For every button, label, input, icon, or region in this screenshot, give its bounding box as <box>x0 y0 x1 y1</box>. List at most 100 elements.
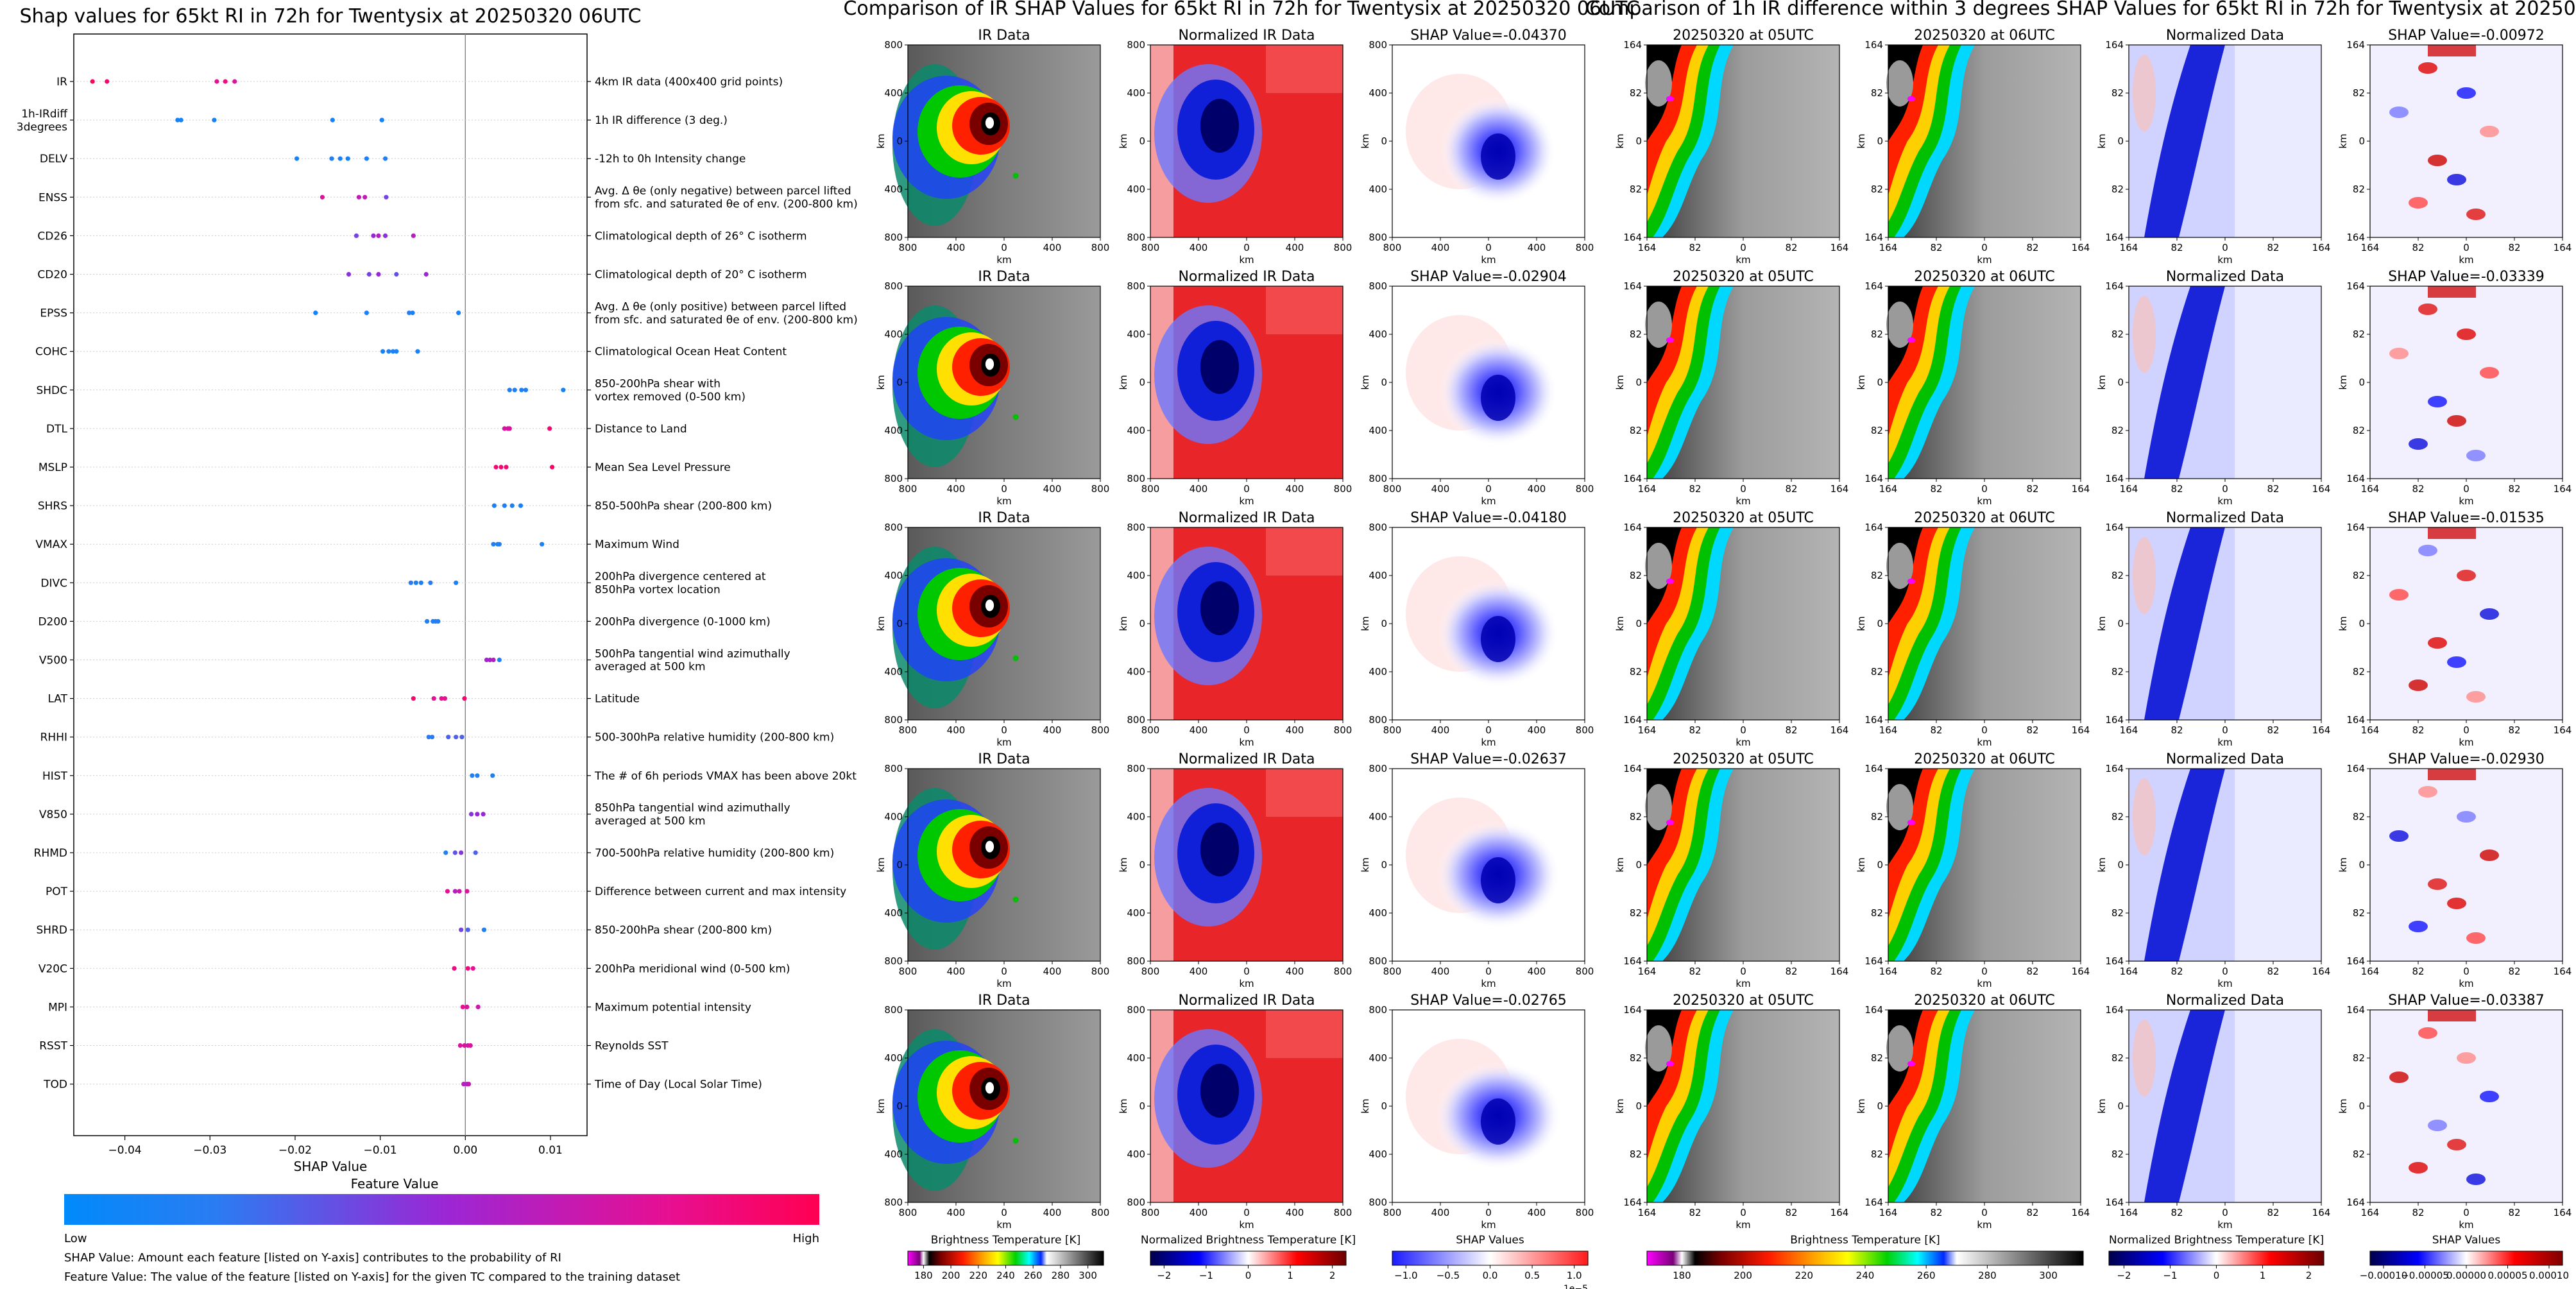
colorbar-tick-label: −0.00010 <box>2360 1270 2408 1281</box>
y-tick-label: 0 <box>1139 377 1145 388</box>
y-tick-label: 0 <box>2358 859 2365 871</box>
shap-value-title: SHAP Value=-0.03339 <box>2388 269 2545 285</box>
y-tick-label: 800 <box>1369 1197 1387 1208</box>
y-tick-label: 400 <box>884 666 903 678</box>
diff-gray-patch <box>1886 784 1913 830</box>
shapdiff-spot <box>2457 329 2476 340</box>
shapdiff-spot <box>2409 921 2428 932</box>
normalized-title: Normalized Data <box>2166 751 2284 767</box>
y-tick-label: 800 <box>884 232 903 243</box>
colorbar-tick-label: −2 <box>1157 1270 1171 1281</box>
x-tick-label: 164 <box>2072 242 2090 253</box>
shapdiff-spot <box>2389 1071 2409 1083</box>
x-tick-label: 400 <box>1043 242 1062 253</box>
x-tick-label: 0 <box>2222 483 2228 495</box>
x-tick-label: 164 <box>1638 483 1657 495</box>
x-tick-label: 800 <box>1576 724 1594 736</box>
hour05-title: 20250320 at 05UTC <box>1673 993 1814 1009</box>
colorbar-tick-label: −2 <box>2117 1270 2131 1281</box>
y-tick-label: 164 <box>2105 1004 2124 1016</box>
x-axis-label: km <box>1239 495 1254 507</box>
x-tick-label: 400 <box>1286 483 1304 495</box>
y-tick-label: 82 <box>1871 425 1883 436</box>
x-tick-label: 82 <box>2171 1207 2183 1218</box>
diff-magenta-dot <box>1907 337 1915 343</box>
y-tick-label: 800 <box>884 1004 903 1016</box>
shap-point <box>394 271 399 277</box>
x-tick-label: 800 <box>1576 1207 1594 1218</box>
shapdiff-spot <box>2447 174 2466 185</box>
x-tick-label: 0 <box>2463 483 2469 495</box>
shap-point <box>382 156 388 161</box>
shap-point <box>386 349 391 354</box>
y-tick-label: 164 <box>2346 39 2365 51</box>
y-tick-label: 400 <box>1369 329 1387 340</box>
shap-value-title: SHAP Value=-0.02765 <box>1410 993 1567 1009</box>
x-tick-label: 82 <box>1785 966 1797 977</box>
x-tick-label: 82 <box>1785 242 1797 253</box>
y-tick-label: 82 <box>2353 425 2365 436</box>
y-axis-label: km <box>2096 133 2108 148</box>
y-tick-label: 82 <box>2353 907 2365 919</box>
x-axis-label: km <box>1481 495 1496 507</box>
y-tick-label: 164 <box>2105 473 2124 484</box>
shapdiff-bg <box>2370 527 2563 720</box>
y-tick-label: 400 <box>1127 811 1145 823</box>
shap-point <box>457 889 462 894</box>
y-tick-label: 0 <box>1635 135 1642 147</box>
colorbar-tick-label: 0.0 <box>1483 1270 1498 1281</box>
x-tick-label: 82 <box>1785 724 1797 736</box>
x-tick-label: 800 <box>1141 1207 1160 1218</box>
shap-axes-frame <box>73 33 588 1136</box>
x-tick-label: 164 <box>2554 483 2572 495</box>
x-tick-label: 800 <box>899 483 917 495</box>
y-axis-label: km <box>1614 857 1626 872</box>
shapdiff-spot <box>2428 878 2447 890</box>
y-tick-label: 400 <box>884 184 903 195</box>
x-tick-label: 164 <box>2361 242 2380 253</box>
x-axis-label: km <box>1977 737 1992 748</box>
shap-point <box>507 388 512 393</box>
x-tick-label: 82 <box>2412 966 2424 977</box>
feature-label: ENSS <box>38 191 67 204</box>
x-axis-label: km <box>1736 495 1750 507</box>
x-tick-label: 82 <box>1689 242 1701 253</box>
x-tick-label: 800 <box>1576 483 1594 495</box>
hour05-title: 20250320 at 05UTC <box>1673 751 1814 767</box>
x-tick-label: 800 <box>1141 483 1160 495</box>
colorbar-tick-label: 260 <box>1917 1270 1936 1281</box>
y-tick-label: 400 <box>1369 1148 1387 1160</box>
y-tick-label: 164 <box>1864 955 1883 967</box>
y-tick-label: 82 <box>2111 425 2124 436</box>
x-tick-label: 800 <box>1141 724 1160 736</box>
y-tick-label: 800 <box>1127 1004 1145 1016</box>
shapdiff-spot <box>2457 811 2476 823</box>
x-tick-label: 400 <box>1528 242 1546 253</box>
shap-point <box>443 850 448 855</box>
y-axis-label: km <box>1855 1098 1867 1113</box>
shap-point <box>465 1004 470 1009</box>
colorbar-tick-label: 1 <box>2260 1270 2266 1281</box>
x-axis-label: km <box>996 1219 1011 1231</box>
shap-point <box>354 233 359 238</box>
y-tick-label: 800 <box>884 473 903 484</box>
y-tick-label: 82 <box>1630 1052 1642 1064</box>
y-tick-label: 400 <box>884 425 903 436</box>
ir-data-title: IR Data <box>978 751 1030 767</box>
x-tick-label: 800 <box>1383 483 1402 495</box>
y-tick-label: 164 <box>1864 39 1883 51</box>
x-tick-label: 800 <box>1091 966 1110 977</box>
y-tick-label: 164 <box>2346 1197 2365 1208</box>
x-axis-label: km <box>1977 1219 1992 1231</box>
y-tick-label: 164 <box>1864 763 1883 774</box>
x-tick-label: 164 <box>2072 724 2090 736</box>
y-axis-label: km <box>1118 375 1129 389</box>
x-tick-label: 82 <box>2026 483 2038 495</box>
normdiff-pink <box>2133 296 2156 373</box>
ir-data-title: IR Data <box>978 269 1030 285</box>
x-tick-label: 82 <box>1930 966 1942 977</box>
small-cell <box>1012 655 1019 662</box>
y-tick-label: 164 <box>2346 1004 2365 1016</box>
shap-point <box>502 426 507 431</box>
shap-point <box>423 271 429 277</box>
